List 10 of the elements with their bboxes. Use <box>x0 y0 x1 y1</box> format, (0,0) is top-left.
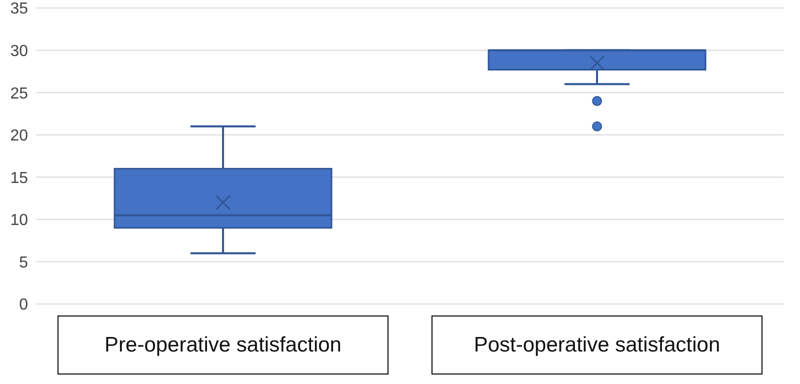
x-tick-label: Pre-operative satisfaction <box>104 334 342 356</box>
y-tick-label: 30 <box>10 42 28 60</box>
x-tick-label: Post-operative satisfaction <box>474 334 720 356</box>
y-tick-label: 0 <box>19 296 28 314</box>
y-tick-label: 5 <box>19 254 28 272</box>
y-tick-label: 20 <box>10 128 28 145</box>
y-tick-label: 35 <box>10 0 28 18</box>
y-tick-label: 15 <box>10 170 28 187</box>
y-tick-label: 25 <box>10 85 28 102</box>
y-tick-label: 10 <box>10 212 28 230</box>
